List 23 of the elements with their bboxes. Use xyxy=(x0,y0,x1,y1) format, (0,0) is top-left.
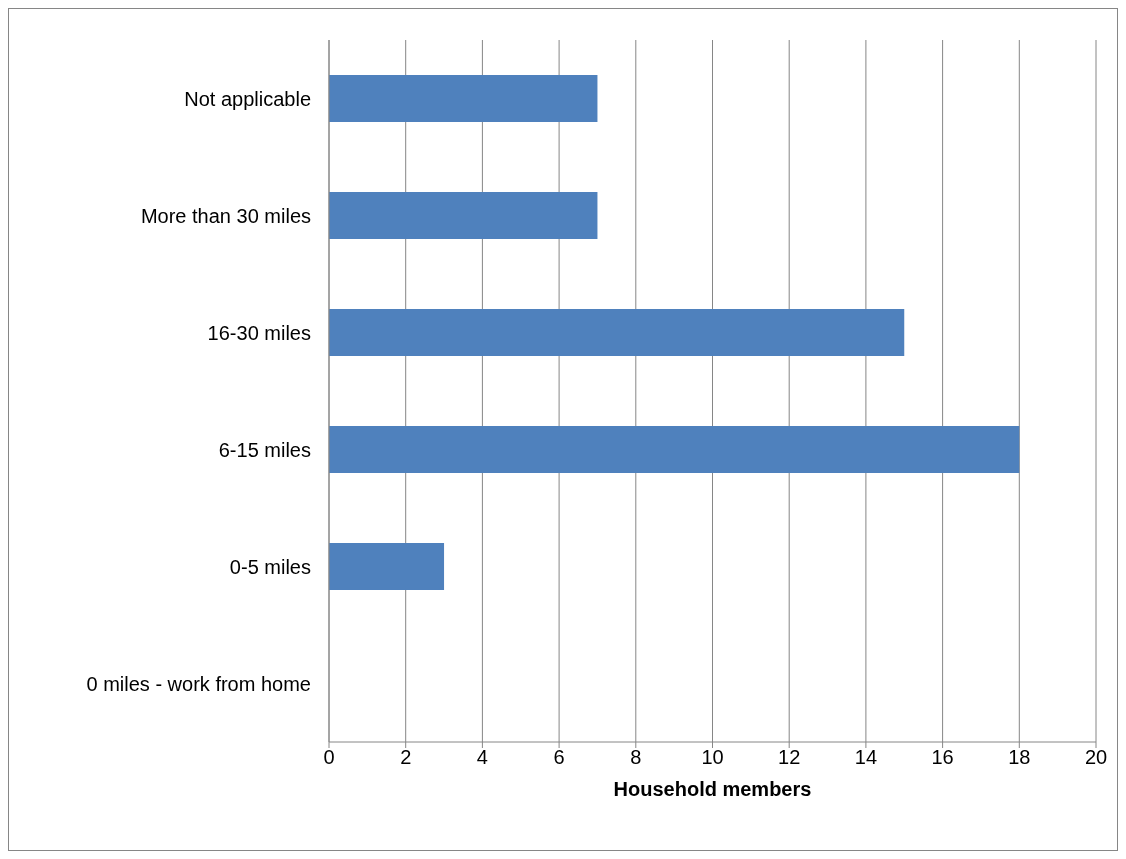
x-tick-label: 6 xyxy=(553,746,565,769)
x-axis-title: Household members xyxy=(613,778,812,801)
y-tick-label: Not applicable xyxy=(184,87,311,110)
x-tick-label: 4 xyxy=(476,746,488,769)
bar xyxy=(329,75,598,123)
y-tick-label: 6-15 miles xyxy=(218,438,311,461)
y-tick-label: 0 miles - work from home xyxy=(86,672,311,695)
x-tick-label: 16 xyxy=(931,746,954,769)
x-tick-label: 12 xyxy=(778,746,801,769)
x-tick-label: 8 xyxy=(630,746,642,769)
bar xyxy=(329,543,445,591)
x-tick-label: 10 xyxy=(701,746,724,769)
x-tick-label: 20 xyxy=(1084,746,1108,769)
y-tick-label: 16-30 miles xyxy=(207,321,311,344)
bar xyxy=(329,426,1020,474)
x-tick-label: 18 xyxy=(1008,746,1031,769)
y-tick-label: 0-5 miles xyxy=(229,555,311,578)
y-tick-label: More than 30 miles xyxy=(140,204,311,227)
bar xyxy=(329,309,905,357)
x-tick-label: 2 xyxy=(400,746,412,769)
x-tick-label: 0 xyxy=(323,746,335,769)
x-tick-label: 14 xyxy=(854,746,878,769)
bar xyxy=(329,192,598,240)
